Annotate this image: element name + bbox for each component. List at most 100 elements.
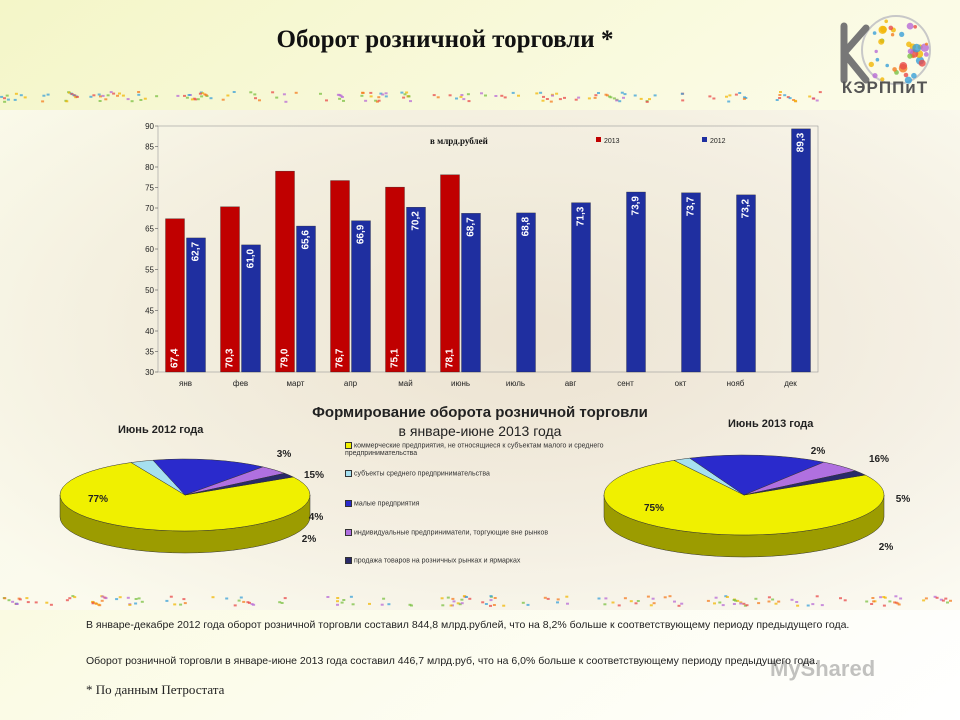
legend-item: индивидуальные предприниматели, торгующи…: [345, 529, 615, 537]
bar-2012: [351, 220, 371, 373]
legend-label-2013: 2013: [604, 138, 620, 145]
bar-data-label: 76,7: [335, 348, 346, 368]
pie-slice: [743, 470, 867, 496]
unit-label: в млрд.рублей: [430, 136, 488, 146]
x-tick-label: авг: [565, 379, 577, 388]
legend-label: коммерческие предприятия, не относящиеся…: [345, 442, 604, 458]
x-tick-label: июль: [506, 379, 525, 388]
pie-slice-label: 4%: [309, 512, 324, 523]
pie-slice-label: 15%: [304, 470, 324, 481]
x-tick-label: июнь: [451, 379, 470, 388]
pie-2013-title: Июнь 2013 года: [728, 418, 814, 430]
legend-label: субъекты среднего предпринимательства: [354, 470, 490, 478]
bar-2012: [791, 128, 811, 373]
x-tick-label: дек: [784, 379, 797, 388]
x-tick-label: окт: [675, 379, 687, 388]
y-tick-label: 70: [145, 204, 154, 213]
legend-item: коммерческие предприятия, не относящиеся…: [345, 442, 615, 458]
bar-data-label: 78,1: [445, 348, 456, 368]
legend-label-2012: 2012: [710, 138, 726, 145]
pie-slice-label: 2%: [811, 446, 826, 457]
pie-slice-label: 77%: [88, 494, 108, 505]
pie-chart-june-2013: 75% 2% 16% 5% 2%: [603, 446, 911, 558]
bar-data-label: 68,8: [521, 216, 532, 236]
bar-data-label: 68,7: [466, 217, 477, 237]
section-title: Формирование оборота розничной торговли: [312, 404, 648, 421]
bar-data-label: 71,3: [576, 206, 587, 226]
pie-slice: [603, 460, 885, 536]
bar-data-label: 75,1: [390, 348, 401, 368]
legend-swatch: [345, 442, 352, 449]
bar-2013: [440, 174, 460, 373]
bar-2012: [681, 192, 701, 373]
pie-slice-label: 3%: [277, 449, 292, 460]
pie-slice: [59, 462, 311, 532]
y-tick-label: 85: [145, 143, 154, 152]
pie-slice-label: 2%: [879, 542, 894, 553]
bar-2012: [241, 244, 261, 373]
paragraph-2013: Оборот розничной торговли в январе-июне …: [86, 655, 818, 667]
x-tick-label: нояб: [727, 379, 745, 388]
legend-swatch-2013: [596, 137, 601, 142]
bar-data-label: 70,3: [225, 348, 236, 368]
pie-slice: [152, 458, 264, 496]
bar-data-label: 61,0: [246, 248, 257, 268]
x-tick-label: сент: [617, 379, 634, 388]
bar-2012: [626, 191, 646, 373]
bar-2012: [296, 225, 316, 373]
bar-data-label: 89,3: [796, 132, 807, 152]
bar-data-label: 73,9: [631, 196, 642, 216]
legend-swatch: [345, 500, 352, 507]
x-tick-label: янв: [179, 379, 192, 388]
company-logo: [840, 15, 931, 85]
legend-swatch: [345, 557, 352, 564]
legend-swatch: [345, 529, 352, 536]
pie-slice-label: 75%: [644, 503, 664, 514]
legend-swatch: [345, 470, 352, 477]
y-tick-label: 65: [145, 225, 154, 234]
bar-data-label: 73,2: [741, 198, 752, 218]
y-tick-label: 80: [145, 163, 154, 172]
y-tick-label: 90: [145, 122, 154, 131]
bar-data-label: 79,0: [280, 348, 291, 368]
watermark: MyShared: [770, 656, 876, 681]
x-tick-label: март: [287, 379, 305, 388]
pie-slice: [184, 473, 295, 496]
bar-2012: [186, 237, 206, 373]
y-tick-label: 55: [145, 266, 154, 275]
section-subtitle: в январе-июне 2013 года: [398, 423, 562, 439]
legend-item: продажа товаров на розничных рынках и яр…: [345, 557, 615, 565]
bar-2012: [736, 194, 756, 373]
legend-item: малые предприятия: [345, 500, 615, 508]
pie-slice: [689, 454, 825, 496]
x-tick-label: апр: [344, 379, 358, 388]
bar-data-label: 65,6: [301, 230, 312, 250]
bar-data-label: 66,9: [356, 224, 367, 244]
monthly-turnover-bar-chart: 30 35 40 45 50 55 60 65 70 75 80 85 90 янв 67,4 62,7 фев…: [145, 122, 819, 388]
bar-data-label: 70,2: [411, 211, 422, 231]
legend-item: субъекты среднего предпринимательства: [345, 470, 615, 478]
bar-2013: [275, 170, 295, 373]
legend-label: малые предприятия: [354, 500, 420, 508]
y-tick-label: 45: [145, 307, 154, 316]
legend-label: индивидуальные предприниматели, торгующи…: [354, 529, 549, 537]
pie-slice-label: 16%: [869, 454, 889, 465]
bar-data-label: 73,7: [686, 196, 697, 216]
logo-text: КЭРППиТ: [841, 78, 929, 97]
bar-2013: [385, 186, 405, 373]
y-tick-label: 75: [145, 184, 154, 193]
pie-slice-label: 5%: [896, 494, 911, 505]
y-tick-label: 40: [145, 327, 154, 336]
x-tick-label: май: [398, 379, 412, 388]
bar-2012: [406, 207, 426, 373]
bar-2012: [461, 213, 481, 373]
paragraph-2012: В январе-декабре 2012 года оборот рознич…: [86, 619, 850, 631]
page-title: Оборот розничной торговли *: [276, 26, 614, 53]
bar-2012: [571, 202, 591, 373]
pie-chart-june-2012: 77% 3% 15% 4% 2%: [59, 449, 324, 554]
bar-2013: [330, 180, 350, 373]
y-tick-label: 35: [145, 348, 154, 357]
bar-data-label: 62,7: [191, 241, 202, 261]
y-tick-label: 50: [145, 286, 154, 295]
legend-swatch-2012: [702, 137, 707, 142]
